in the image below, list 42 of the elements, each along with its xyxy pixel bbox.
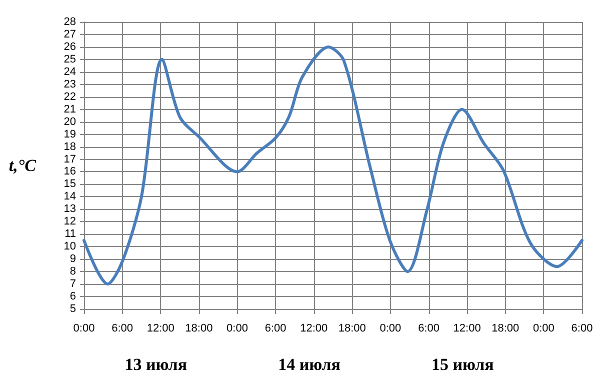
x-tick-label: 18:00 bbox=[185, 322, 213, 334]
y-tick-label: 6 bbox=[70, 290, 76, 303]
y-tick-label: 10 bbox=[64, 240, 76, 253]
x-tick-label: 6:00 bbox=[418, 322, 440, 334]
x-tick-label: 6:00 bbox=[571, 322, 593, 334]
y-tick-label: 15 bbox=[64, 178, 76, 190]
text: 15 июля bbox=[431, 355, 494, 374]
y-tick-label: 5 bbox=[70, 303, 76, 315]
x-tick-label: 12:00 bbox=[453, 322, 481, 334]
x-tick-label: 18:00 bbox=[338, 322, 366, 334]
y-tick-label: 11 bbox=[64, 228, 76, 240]
y-tick-label: 9 bbox=[70, 253, 76, 266]
y-tick-label: 17 bbox=[64, 153, 76, 166]
y-tick-label: 14 bbox=[64, 190, 76, 203]
y-tick-label: 16 bbox=[64, 166, 76, 178]
y-tick-label: 27 bbox=[64, 28, 76, 40]
x-tick-label: 12:00 bbox=[146, 322, 174, 334]
text: 14 июля bbox=[278, 355, 340, 374]
y-tick-label: 23 bbox=[64, 78, 76, 90]
x-tick-label: 0:00 bbox=[73, 322, 95, 334]
y-tick-label: 24 bbox=[64, 66, 76, 78]
y-tick-label: 22 bbox=[64, 90, 76, 103]
y-tick-label: 13 bbox=[64, 203, 76, 216]
y-tick-label: 12 bbox=[64, 216, 76, 228]
y-tick-label: 21 bbox=[64, 103, 76, 116]
x-tick-label: 0:00 bbox=[532, 322, 554, 334]
y-tick-label: 28 bbox=[64, 16, 76, 28]
text: 13 июля bbox=[124, 355, 188, 374]
y-tick-label: 8 bbox=[70, 266, 76, 278]
y-axis-title: t,°C bbox=[8, 156, 37, 175]
y-tick-label: 7 bbox=[70, 278, 76, 290]
y-tick-label: 20 bbox=[64, 116, 76, 128]
x-tick-label: 18:00 bbox=[492, 322, 520, 334]
y-tick-label: 25 bbox=[64, 53, 76, 66]
y-tick-label: 19 bbox=[64, 128, 76, 140]
x-tick-label: 6:00 bbox=[112, 322, 134, 334]
y-tick-label: 18 bbox=[64, 140, 76, 153]
x-tick-label: 6:00 bbox=[264, 322, 286, 334]
y-tick-label: 26 bbox=[64, 40, 76, 53]
x-tick-label: 0:00 bbox=[226, 322, 248, 334]
x-tick-label: 12:00 bbox=[300, 322, 328, 334]
x-tick-label: 0:00 bbox=[380, 322, 402, 334]
